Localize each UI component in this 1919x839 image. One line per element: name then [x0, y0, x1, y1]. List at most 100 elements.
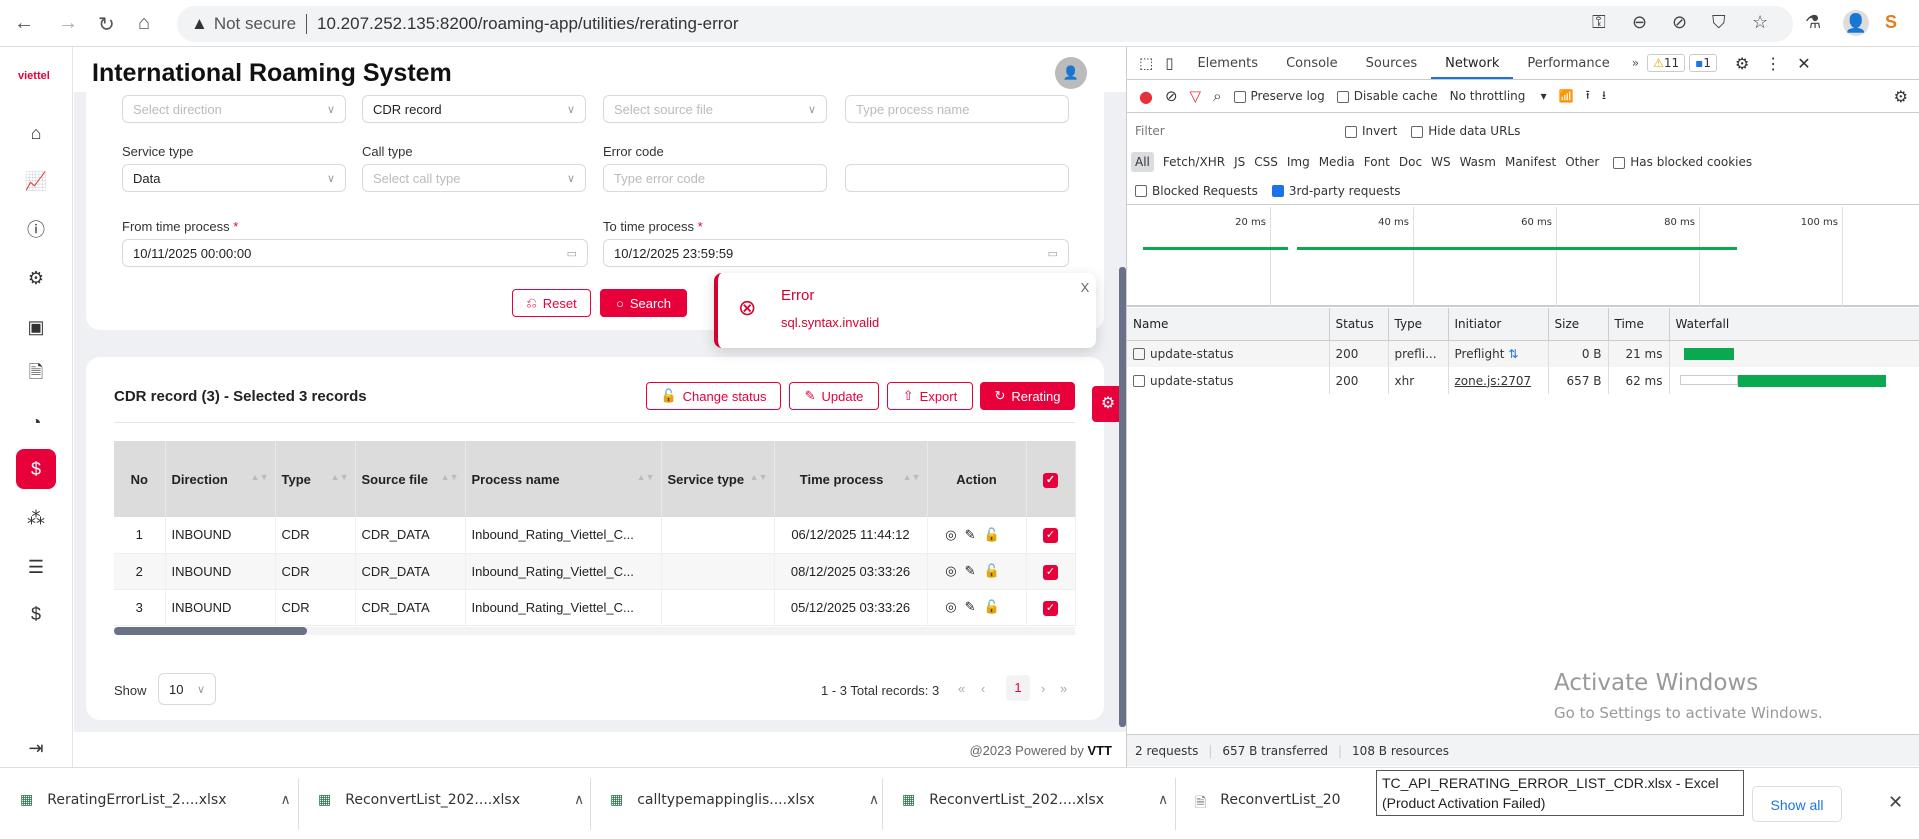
dollar-icon[interactable]: $: [30, 603, 41, 624]
unlock-icon[interactable]: 🔓: [983, 563, 1008, 578]
request-name[interactable]: update-status: [1127, 367, 1330, 394]
net-col-initiator[interactable]: Initiator: [1448, 308, 1549, 341]
download-item[interactable]: ▦ ReconvertList_202....xlsx ∧: [318, 792, 585, 808]
home-icon[interactable]: ⌂: [138, 12, 151, 34]
table-row[interactable]: 1 INBOUND CDR CDR_DATA Inbound_Rating_Viette…: [114, 517, 1076, 554]
download-item[interactable]: ▦ calltypemappinglis....xlsx ∧: [610, 792, 880, 808]
shield-icon[interactable]: ⛉: [1712, 12, 1726, 32]
col-time-process[interactable]: Time process ▲▼: [774, 441, 928, 517]
lab-icon[interactable]: ⚗: [1805, 12, 1822, 32]
inspect-icon[interactable]: ⬚: [1139, 54, 1154, 72]
user-avatar[interactable]: 👤: [1055, 57, 1087, 89]
request-row[interactable]: update-status 200 prefli... Preflight ⇅ …: [1127, 340, 1919, 367]
alert-icon[interactable]: ⓘ: [27, 220, 45, 240]
preserve-log-checkbox[interactable]: Preserve log: [1233, 89, 1325, 103]
process-name-input[interactable]: Type process name: [845, 95, 1069, 123]
forward-icon[interactable]: →: [58, 12, 78, 34]
net-col-time[interactable]: Time: [1608, 308, 1670, 341]
edit-icon[interactable]: ✎: [964, 563, 984, 578]
net-col-type[interactable]: Type: [1388, 308, 1449, 341]
address-bar[interactable]: ▲ Not secure 10.207.252.135:8200/roaming…: [177, 6, 1793, 42]
has-blocked-cookies-checkbox[interactable]: Has blocked cookies: [1613, 155, 1752, 169]
net-col-name[interactable]: Name: [1127, 308, 1330, 341]
hide-data-urls-checkbox[interactable]: Hide data URLs: [1411, 124, 1520, 138]
type-filter-doc[interactable]: Doc: [1398, 155, 1423, 169]
edit-icon[interactable]: ✎: [964, 526, 984, 542]
record-type-select[interactable]: CDR record ∨: [362, 95, 586, 123]
page-scrollbar[interactable]: [1119, 267, 1126, 727]
row-checkbox[interactable]: ✓: [1026, 517, 1076, 554]
page-1-button[interactable]: 1: [1006, 675, 1030, 701]
globe-icon[interactable]: ◔: [30, 411, 42, 432]
rating-icon[interactable]: $: [16, 449, 56, 489]
extension-icon[interactable]: S: [1885, 12, 1898, 32]
messages-badge[interactable]: ▪1: [1689, 54, 1717, 72]
reset-button[interactable]: ⎌ Reset: [512, 289, 591, 317]
warnings-badge[interactable]: ⚠11: [1647, 54, 1686, 72]
type-filter-other[interactable]: Other: [1565, 155, 1600, 169]
close-devtools-icon[interactable]: ✕: [1797, 53, 1811, 73]
type-filter-ws[interactable]: WS: [1431, 155, 1451, 169]
reload-icon[interactable]: ↻: [98, 14, 115, 36]
third-party-checkbox[interactable]: 3rd-party requests: [1271, 184, 1401, 198]
change-status-button[interactable]: 🔓 Change status: [646, 382, 781, 410]
collapse-sidebar-icon[interactable]: ⇥: [28, 737, 44, 758]
prev-page-icon[interactable]: ‹: [981, 681, 986, 696]
filter-input[interactable]: [845, 164, 1069, 192]
filter-input[interactable]: Filter: [1135, 124, 1165, 138]
close-downloads-icon[interactable]: ✕: [1888, 792, 1904, 812]
back-icon[interactable]: ←: [14, 12, 34, 34]
type-filter-wasm[interactable]: Wasm: [1459, 155, 1496, 169]
type-filter-media[interactable]: Media: [1318, 155, 1355, 169]
type-filter-css[interactable]: CSS: [1254, 155, 1278, 169]
profile-icon[interactable]: 👤: [1843, 10, 1869, 36]
type-filter-manifest[interactable]: Manifest: [1504, 155, 1557, 169]
type-filter-font[interactable]: Font: [1363, 155, 1390, 169]
devtools-tab-network[interactable]: Network: [1431, 48, 1514, 79]
request-name[interactable]: update-status: [1127, 340, 1330, 367]
network-icon[interactable]: ⁂: [27, 507, 45, 528]
home-icon[interactable]: ⌂: [30, 122, 42, 143]
star-icon[interactable]: ☆: [1752, 12, 1769, 32]
call-type-select[interactable]: Select call type ∨: [362, 164, 586, 192]
download-item[interactable]: 🗎 ReconvertList_20: [1195, 792, 1341, 816]
settings-icon[interactable]: ⚙: [1734, 53, 1750, 73]
table-row[interactable]: 2 INBOUND CDR CDR_DATA Inbound_Rating_Viette…: [114, 553, 1076, 590]
direction-select[interactable]: Select direction ∨: [122, 95, 346, 123]
more-options-icon[interactable]: ⋮: [1765, 53, 1782, 73]
type-filter-all[interactable]: All: [1131, 152, 1154, 172]
device-icon[interactable]: ▣: [27, 316, 45, 337]
document-icon[interactable]: 🗎: [28, 362, 44, 382]
devtools-tab-performance[interactable]: Performance: [1527, 55, 1610, 71]
select-all-checkbox[interactable]: ✓: [1026, 441, 1076, 517]
row-checkbox[interactable]: ✓: [1026, 553, 1076, 590]
scrollbar-thumb[interactable]: [114, 627, 307, 635]
source-file-select[interactable]: Select source file ∨: [603, 95, 827, 123]
network-overview[interactable]: 20 ms 40 ms 60 ms 80 ms 100 ms: [1127, 207, 1919, 307]
page-size-select[interactable]: 10 ∨: [158, 673, 216, 705]
filter-icon[interactable]: ▽: [1189, 87, 1202, 105]
edit-icon[interactable]: ✎: [964, 599, 984, 614]
col-direction[interactable]: Direction ▲▼: [165, 441, 276, 517]
first-page-icon[interactable]: «: [958, 681, 966, 696]
net-col-waterfall[interactable]: Waterfall: [1669, 308, 1919, 341]
error-code-input[interactable]: Type error code: [603, 164, 827, 192]
clear-icon[interactable]: ⊘: [1164, 87, 1178, 105]
unlock-icon[interactable]: 🔓: [983, 599, 1008, 614]
to-time-input[interactable]: 10/12/2025 23:59:59 ▭: [603, 239, 1069, 267]
toast-close-button[interactable]: X: [1074, 277, 1096, 299]
search-button[interactable]: ○ Search: [600, 289, 687, 317]
update-button[interactable]: ✎ Update: [789, 382, 879, 410]
export-har-icon[interactable]: ⭳: [1601, 87, 1607, 102]
block-icon[interactable]: ⊘: [1672, 12, 1688, 32]
settings-gear-icon[interactable]: ⚙: [27, 267, 45, 288]
export-button[interactable]: ⇧ Export: [887, 382, 973, 410]
search-icon[interactable]: ⌕: [1213, 87, 1222, 105]
from-time-input[interactable]: 10/11/2025 00:00:00 ▭: [122, 239, 588, 267]
col-process-name[interactable]: Process name ▲▼: [465, 441, 662, 517]
view-icon[interactable]: ◎: [945, 599, 965, 614]
last-page-icon[interactable]: »: [1060, 681, 1068, 696]
devtools-tab-sources[interactable]: Sources: [1365, 55, 1418, 71]
zoom-out-icon[interactable]: ⊖: [1632, 12, 1648, 32]
horizontal-scrollbar[interactable]: [114, 627, 1075, 635]
